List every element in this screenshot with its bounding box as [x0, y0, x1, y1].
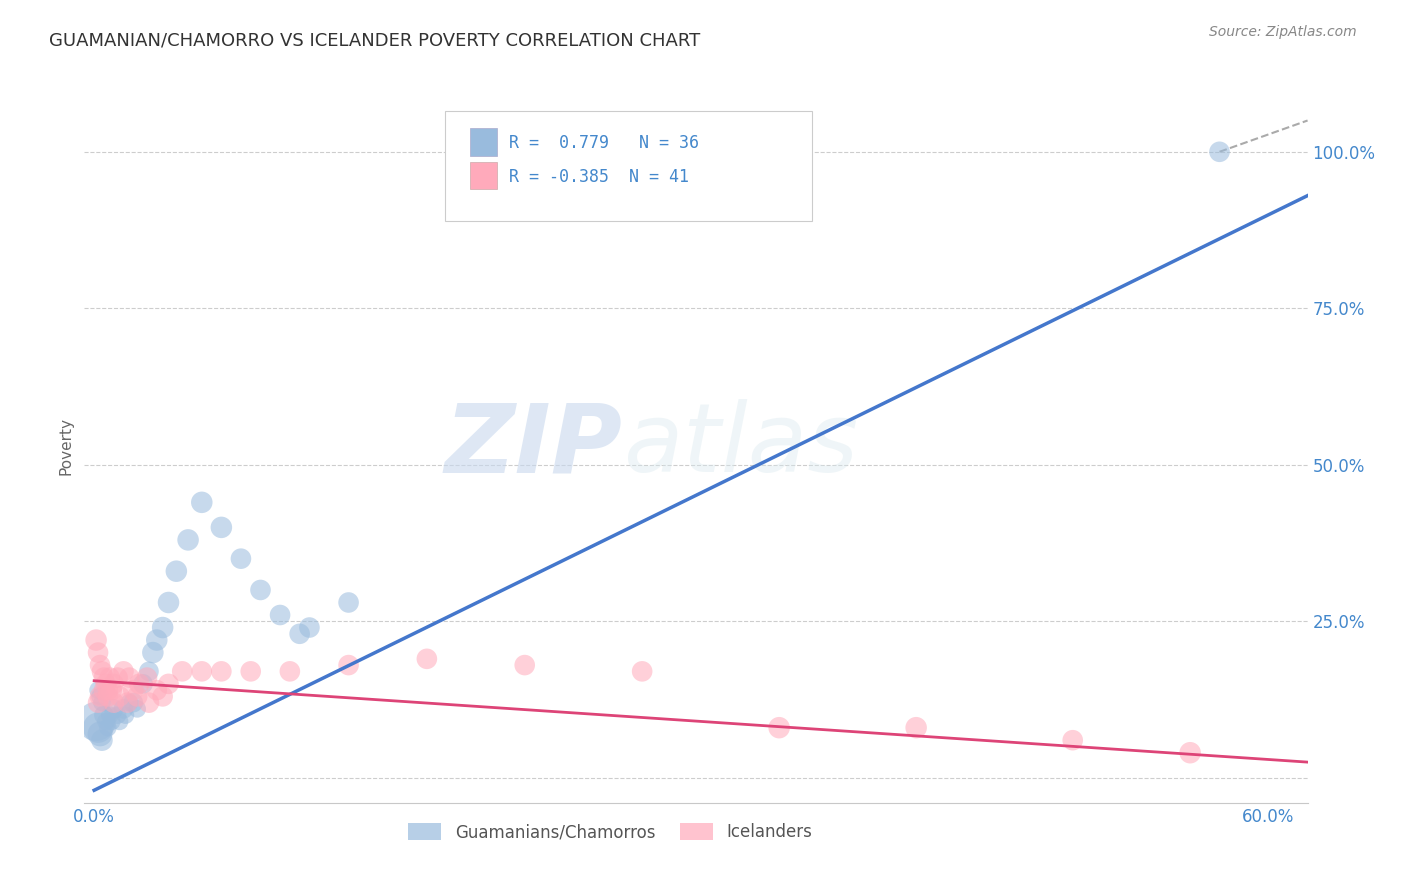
Point [103, 702, 125, 716]
Point [337, 595, 360, 609]
Point [136, 671, 159, 685]
Point [97, 690, 120, 704]
Point [91, 665, 114, 679]
Point [89, 658, 111, 673]
Text: Source: ZipAtlas.com: Source: ZipAtlas.com [1209, 25, 1357, 39]
Point [93, 708, 115, 723]
Point [132, 677, 155, 691]
Point [98, 671, 121, 685]
Point [177, 533, 200, 547]
Y-axis label: Poverty: Poverty [58, 417, 73, 475]
Point [172, 665, 194, 679]
Point [1208, 145, 1230, 159]
Point [94, 714, 117, 729]
Point [288, 627, 311, 641]
Point [138, 696, 160, 710]
Point [146, 683, 169, 698]
Point [97, 683, 120, 698]
Point [298, 621, 321, 635]
Bar [470, 128, 496, 155]
Point [249, 582, 271, 597]
Point [165, 564, 187, 578]
Point [89, 727, 111, 741]
Point [337, 658, 360, 673]
Text: ZIP: ZIP [444, 400, 623, 492]
Point [108, 690, 131, 704]
Point [157, 677, 180, 691]
Text: R =  0.779   N = 36: R = 0.779 N = 36 [509, 134, 699, 153]
Point [93, 683, 115, 698]
Point [87, 646, 110, 660]
Point [103, 696, 125, 710]
Point [89, 690, 111, 704]
Point [122, 696, 145, 710]
Point [100, 683, 122, 698]
Point [122, 683, 145, 698]
Point [152, 621, 174, 635]
Point [97, 721, 120, 735]
FancyBboxPatch shape [446, 111, 813, 221]
Point [416, 652, 439, 666]
Text: GUAMANIAN/CHAMORRO VS ICELANDER POVERTY CORRELATION CHART: GUAMANIAN/CHAMORRO VS ICELANDER POVERTY … [49, 31, 700, 49]
Point [209, 520, 232, 534]
Point [905, 721, 928, 735]
Point [100, 714, 122, 729]
Point [269, 607, 291, 622]
Point [84, 714, 107, 729]
Point [128, 677, 150, 691]
Point [91, 733, 114, 747]
Point [118, 696, 141, 710]
Point [112, 702, 135, 716]
Point [108, 714, 131, 729]
Point [87, 721, 110, 735]
Point [229, 551, 252, 566]
Point [1178, 746, 1201, 760]
Point [152, 690, 174, 704]
Point [127, 690, 149, 704]
Point [114, 708, 136, 723]
Point [191, 665, 214, 679]
Point [117, 696, 139, 710]
Point [84, 633, 107, 648]
Point [513, 658, 536, 673]
Legend: Guamanians/Chamorros, Icelanders: Guamanians/Chamorros, Icelanders [401, 816, 820, 848]
Point [87, 683, 110, 698]
Point [127, 702, 149, 716]
Point [87, 696, 110, 710]
Text: atlas: atlas [623, 400, 858, 492]
Point [157, 595, 180, 609]
Point [107, 708, 129, 723]
Point [191, 495, 214, 509]
Point [107, 671, 129, 685]
Point [112, 665, 135, 679]
Bar [470, 162, 496, 189]
Point [103, 677, 125, 691]
Point [142, 646, 165, 660]
Point [768, 721, 790, 735]
Point [94, 677, 117, 691]
Point [138, 665, 160, 679]
Point [209, 665, 232, 679]
Point [631, 665, 654, 679]
Point [278, 665, 301, 679]
Point [93, 671, 115, 685]
Point [146, 633, 169, 648]
Point [89, 690, 111, 704]
Point [239, 665, 262, 679]
Point [1062, 733, 1084, 747]
Text: R = -0.385  N = 41: R = -0.385 N = 41 [509, 168, 689, 186]
Point [91, 696, 114, 710]
Point [118, 671, 141, 685]
Point [98, 708, 121, 723]
